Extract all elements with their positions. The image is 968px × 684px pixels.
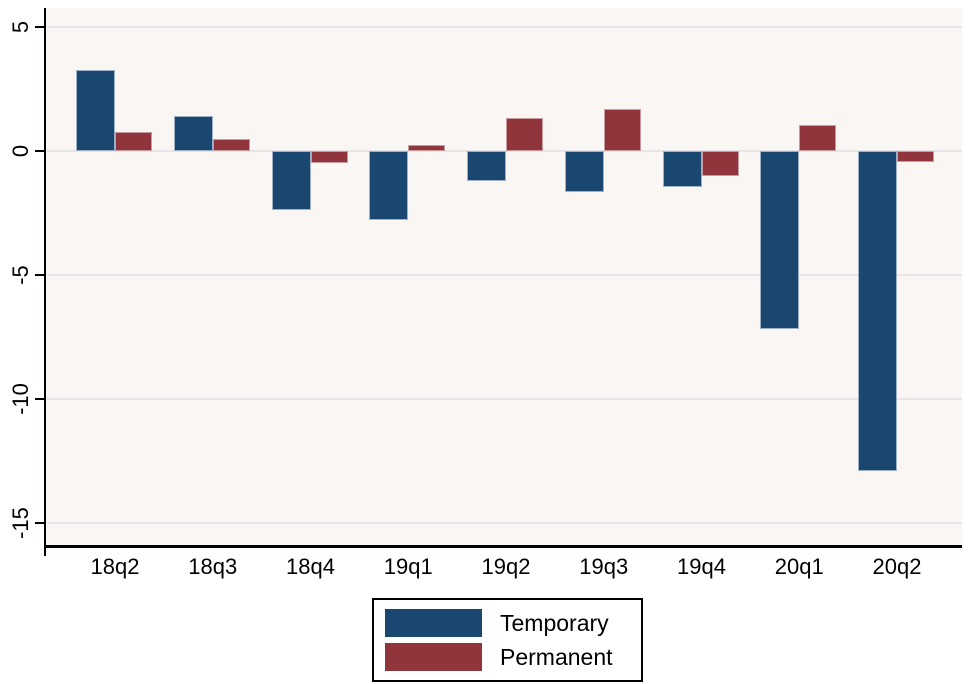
legend-item-temporary: Temporary: [385, 609, 641, 637]
bar-permanent-20q2: [897, 151, 934, 163]
x-axis-label-19q2: 19q2: [481, 554, 531, 579]
bar-temporary-19q3: [564, 151, 604, 192]
bar-temporary-20q2: [858, 151, 897, 471]
legend-label-permanent: Permanent: [500, 644, 613, 670]
bar-permanent-18q2: [115, 132, 152, 151]
y-tick-0: [35, 150, 46, 152]
bar-permanent-19q3: [603, 108, 641, 151]
y-tick-label--15: -15: [8, 506, 33, 539]
legend: Temporary Permanent: [372, 598, 643, 682]
x-axis-label-18q4: 18q4: [286, 554, 335, 579]
x-axis-label-20q1: 20q1: [774, 554, 824, 579]
plot-area: [46, 8, 962, 548]
bar-temporary-19q4: [662, 151, 702, 187]
temporary-swatch: [385, 609, 482, 637]
bar-permanent-18q4: [310, 151, 348, 164]
x-axis-label-19q3: 19q3: [579, 554, 629, 579]
x-axis-label-18q2: 18q2: [90, 554, 140, 579]
y-tick-5: [35, 26, 46, 29]
y-tick-label-0: 0: [8, 144, 33, 158]
bar-temporary-19q2: [467, 151, 506, 181]
bar-permanent-19q4: [701, 151, 739, 176]
y-tick-label--10: -10: [8, 382, 33, 415]
y-axis-line: [44, 8, 46, 556]
permanent-swatch: [385, 643, 482, 671]
y-tick--15: [35, 521, 46, 524]
gridline-y--5: [46, 273, 962, 276]
bar-permanent-19q1: [408, 144, 446, 151]
bar-temporary-18q2: [76, 70, 115, 151]
gridline-y-5: [46, 26, 962, 29]
bar-temporary-18q4: [271, 151, 311, 211]
bar-permanent-18q3: [212, 138, 250, 151]
y-tick-label--5: -5: [8, 265, 33, 285]
x-axis-label-18q3: 18q3: [188, 554, 238, 579]
bar-temporary-18q3: [173, 116, 213, 151]
bar-temporary-19q1: [369, 151, 409, 221]
x-axis-label-20q2: 20q2: [872, 554, 922, 579]
gridline-y--10: [46, 397, 962, 400]
y-tick--10: [35, 397, 46, 400]
bar-permanent-19q2: [506, 117, 543, 151]
gridline-y--15: [46, 521, 962, 524]
x-axis-label-19q4: 19q4: [677, 554, 726, 579]
y-tick--5: [35, 273, 46, 276]
legend-item-permanent: Permanent: [385, 643, 641, 671]
x-axis-label-19q1: 19q1: [383, 554, 433, 579]
legend-label-temporary: Temporary: [500, 610, 609, 636]
bar-permanent-20q1: [799, 124, 837, 151]
bar-temporary-20q1: [760, 151, 800, 330]
y-tick-label-5: 5: [8, 20, 33, 34]
